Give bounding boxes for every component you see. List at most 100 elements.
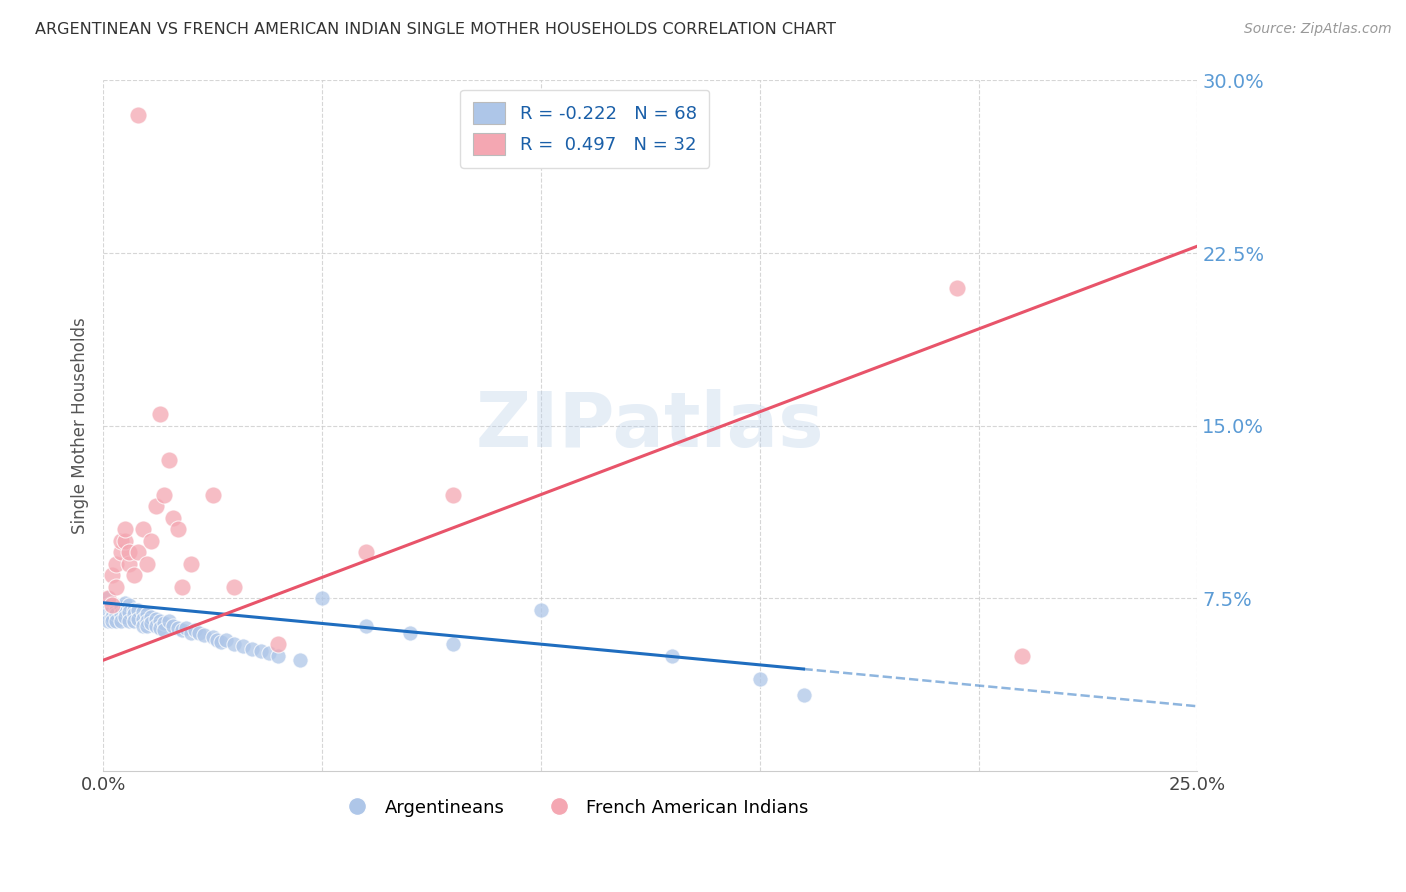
Point <box>145 499 167 513</box>
Point <box>166 522 188 536</box>
Point <box>141 533 163 548</box>
Point <box>127 108 149 122</box>
Point <box>101 568 124 582</box>
Point <box>209 635 232 649</box>
Point <box>201 630 224 644</box>
Point <box>354 545 377 559</box>
Point <box>792 688 814 702</box>
Legend: Argentineans, French American Indians: Argentineans, French American Indians <box>332 791 815 824</box>
Point <box>110 545 132 559</box>
Point <box>153 616 176 631</box>
Point <box>141 609 163 624</box>
Point <box>170 624 193 638</box>
Point <box>127 612 149 626</box>
Point <box>945 280 967 294</box>
Point <box>114 522 136 536</box>
Point <box>105 607 128 622</box>
Point <box>135 557 157 571</box>
Point <box>153 624 176 638</box>
Point <box>240 641 263 656</box>
Point <box>96 591 118 606</box>
Point <box>122 602 145 616</box>
Point <box>149 621 172 635</box>
Point <box>193 628 215 642</box>
Point <box>224 637 246 651</box>
Point <box>205 632 228 647</box>
Point <box>135 607 157 622</box>
Y-axis label: Single Mother Households: Single Mother Households <box>72 318 89 534</box>
Point <box>114 609 136 624</box>
Point <box>118 557 141 571</box>
Point <box>149 407 172 421</box>
Point <box>127 602 149 616</box>
Point <box>96 607 118 622</box>
Point <box>131 612 153 626</box>
Point <box>188 625 211 640</box>
Point <box>530 602 553 616</box>
Point <box>101 609 124 624</box>
Point <box>176 621 198 635</box>
Point <box>110 533 132 548</box>
Point <box>105 580 128 594</box>
Text: ZIPatlas: ZIPatlas <box>477 389 824 463</box>
Point <box>288 653 311 667</box>
Point <box>166 621 188 635</box>
Point <box>249 644 271 658</box>
Point <box>145 619 167 633</box>
Point <box>114 533 136 548</box>
Point <box>114 596 136 610</box>
Point <box>127 545 149 559</box>
Point <box>135 619 157 633</box>
Point <box>398 625 420 640</box>
Text: ARGENTINEAN VS FRENCH AMERICAN INDIAN SINGLE MOTHER HOUSEHOLDS CORRELATION CHART: ARGENTINEAN VS FRENCH AMERICAN INDIAN SI… <box>35 22 837 37</box>
Point <box>141 616 163 631</box>
Point <box>122 568 145 582</box>
Point <box>101 614 124 628</box>
Point <box>145 612 167 626</box>
Point <box>661 648 683 663</box>
Point <box>118 545 141 559</box>
Point <box>105 557 128 571</box>
Point <box>184 624 207 638</box>
Point <box>122 607 145 622</box>
Point <box>118 614 141 628</box>
Point <box>267 648 290 663</box>
Point <box>162 619 184 633</box>
Point <box>101 598 124 612</box>
Point <box>105 614 128 628</box>
Point <box>110 607 132 622</box>
Point <box>157 614 180 628</box>
Point <box>224 580 246 594</box>
Point <box>114 602 136 616</box>
Point <box>101 602 124 616</box>
Point <box>748 672 770 686</box>
Point <box>131 619 153 633</box>
Point <box>180 557 202 571</box>
Point <box>96 591 118 606</box>
Point <box>162 510 184 524</box>
Point <box>215 632 238 647</box>
Text: Source: ZipAtlas.com: Source: ZipAtlas.com <box>1244 22 1392 37</box>
Point <box>101 596 124 610</box>
Point <box>259 646 281 660</box>
Point <box>153 487 176 501</box>
Point <box>118 598 141 612</box>
Point <box>201 487 224 501</box>
Point <box>441 487 464 501</box>
Point <box>110 614 132 628</box>
Point <box>149 614 172 628</box>
Point <box>441 637 464 651</box>
Point <box>118 605 141 619</box>
Point <box>1011 648 1033 663</box>
Point <box>232 640 254 654</box>
Point <box>354 619 377 633</box>
Point <box>131 605 153 619</box>
Point <box>96 614 118 628</box>
Point <box>105 598 128 612</box>
Point <box>170 580 193 594</box>
Point <box>110 600 132 615</box>
Point <box>105 602 128 616</box>
Point <box>131 522 153 536</box>
Point <box>311 591 333 606</box>
Point <box>267 637 290 651</box>
